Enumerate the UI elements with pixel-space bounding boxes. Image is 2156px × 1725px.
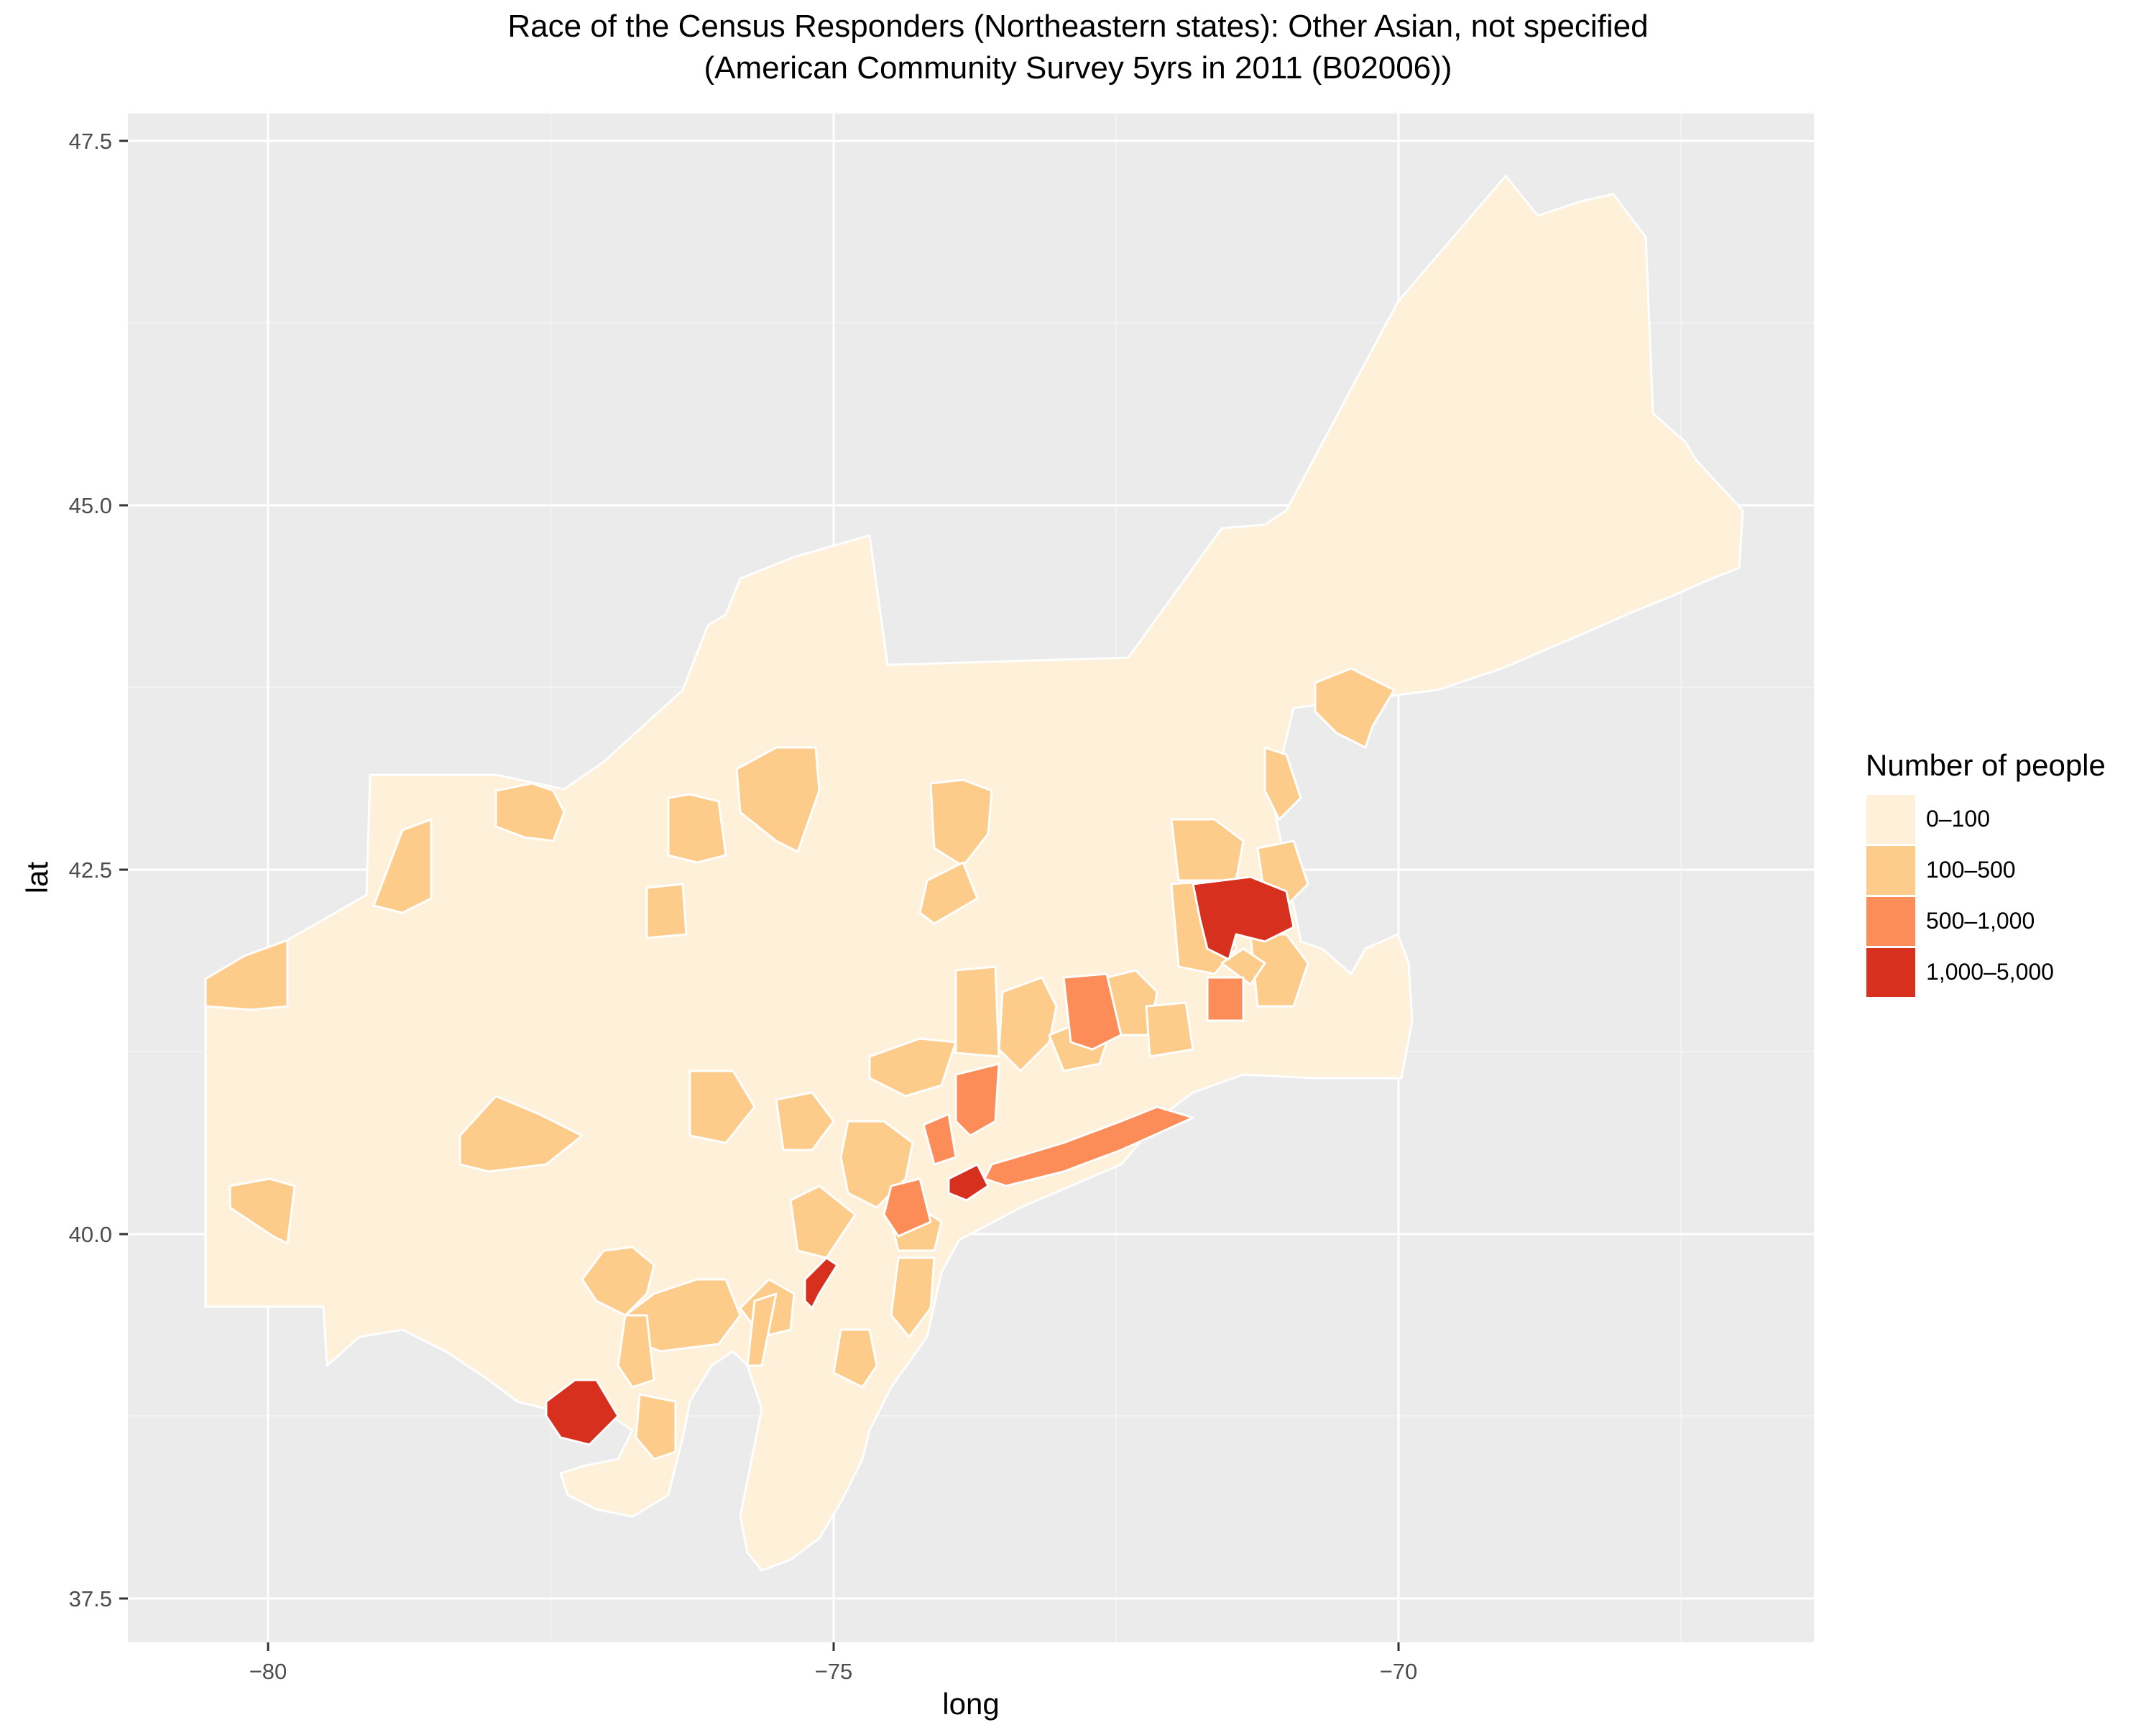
region-100-500 [890,1256,936,1338]
region-100-500 [645,883,688,939]
region-100-500 [789,1184,857,1259]
region-1000-5000 [545,1379,619,1446]
y-tick-label: 45.0 [69,493,112,518]
region-100-500 [868,1037,957,1098]
legend-label: 100–500 [1926,857,2016,883]
region-100-500 [688,1070,756,1144]
region-outline [204,175,1744,1572]
region-100-500 [204,939,289,1011]
legend-key [1866,947,1916,998]
chart-title-line-1: Race of the Census Responders (Northeast… [507,9,1649,44]
region-500-1000 [883,1177,932,1238]
region-100-500 [459,1095,584,1173]
legend-item: 500–1,000 [1866,896,2106,947]
region-500-1000 [1062,972,1123,1051]
region-100-500 [617,1314,655,1389]
legend-item: 0–100 [1866,794,2106,845]
y-tick-label: 42.5 [69,857,112,883]
x-tick-label: −70 [1380,1659,1418,1684]
legend-item: 100–500 [1866,845,2106,896]
x-tick-label: −80 [249,1659,287,1684]
region-100-500 [735,746,821,853]
region-100-500 [775,1091,835,1151]
x-axis-title: long [942,1687,999,1721]
legend-label: 500–1,000 [1926,908,2035,934]
region-100-500 [494,782,566,842]
region-100-500 [1263,746,1302,821]
legend-label: 0–100 [1926,806,1990,832]
region-100-500 [1170,818,1245,882]
region-100-500 [832,1328,878,1389]
region-1000-5000 [803,1256,839,1310]
legend-key [1866,794,1916,845]
region-100-500 [954,965,1000,1058]
legend: Number of people 0–100 100–500 500–1,000… [1866,748,2106,998]
y-tick-label: 37.5 [69,1586,112,1611]
region-100-500 [1314,667,1396,749]
legend-key [1866,845,1916,896]
region-100-500 [229,1177,296,1245]
legend-item: 1,000–5,000 [1866,947,2106,998]
legend-key [1866,896,1916,947]
region-500-1000 [983,1105,1194,1187]
region-100-500 [372,818,433,914]
county-polygons [204,175,1744,1572]
region-100-500 [918,861,979,925]
region-1000-5000 [1192,875,1295,961]
y-tick-label: 40.0 [69,1222,112,1247]
region-500-1000 [922,1113,957,1166]
x-tick-label: −75 [815,1659,853,1684]
axis-ticks [119,139,1400,1651]
region-1000-5000 [947,1163,990,1202]
region-100-500 [1145,1001,1194,1058]
region-100-500 [635,1393,677,1460]
y-tick-label: 47.5 [69,129,112,154]
chart-title-line-2: (American Community Survey 5yrs in 2011 … [704,50,1452,86]
legend-title: Number of people [1866,748,2106,782]
region-500-1000 [954,1062,1000,1137]
region-100-500 [667,793,727,864]
y-axis-title: lat [20,861,54,893]
legend-label: 1,000–5,000 [1926,959,2054,985]
region-500-1000 [1206,976,1245,1022]
region-100-500 [746,1292,778,1367]
region-100-500 [929,778,993,868]
region-100-500 [581,1246,655,1317]
region-100-500 [998,976,1058,1072]
